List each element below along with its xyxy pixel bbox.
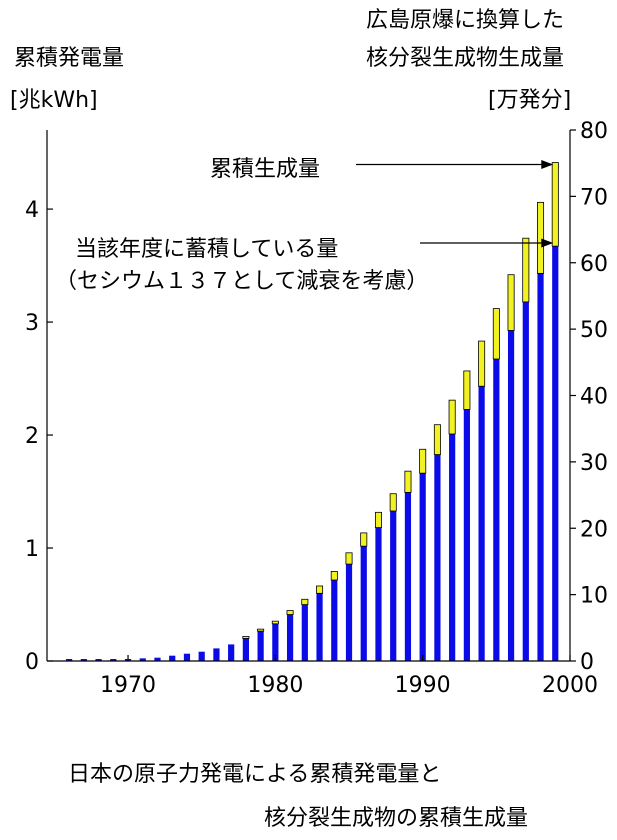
right-tick-label-20: 20 bbox=[580, 517, 608, 542]
bar-decayed-1987 bbox=[374, 511, 382, 528]
bar-stored-1991 bbox=[434, 454, 441, 661]
bar-decayed-1979 bbox=[257, 628, 265, 632]
bar-decayed-1980 bbox=[271, 620, 279, 625]
bar-decayed-1978 bbox=[242, 636, 250, 639]
bar-stored-1992 bbox=[449, 433, 456, 661]
bar-stored-1994 bbox=[478, 386, 485, 661]
right-tick-label-70: 70 bbox=[580, 185, 608, 210]
x-tick-label-1980: 1980 bbox=[247, 673, 303, 698]
caption-line1: 日本の原子力発電による累積発電量と bbox=[68, 762, 442, 787]
annotation-cumulative: 累積生成量 bbox=[210, 157, 320, 182]
left-tick-label-0: 0 bbox=[25, 650, 39, 675]
bar-stored-1979 bbox=[257, 631, 264, 661]
bar-stored-1975 bbox=[198, 651, 205, 661]
bar-decayed-1981 bbox=[286, 610, 294, 615]
right-tick-label-40: 40 bbox=[580, 385, 608, 410]
bar-stored-1990 bbox=[419, 473, 426, 661]
left-axis-title: 累積発電量 bbox=[14, 46, 125, 71]
bar-stored-1976 bbox=[213, 648, 220, 661]
bar-stored-1983 bbox=[316, 593, 323, 661]
bar-stored-1984 bbox=[331, 580, 338, 661]
bar-decayed-1992 bbox=[448, 399, 456, 435]
x-tick-label-2000: 2000 bbox=[542, 673, 598, 698]
right-axis-title-line1: 広島原爆に換算した bbox=[366, 8, 565, 33]
bar-stored-1972 bbox=[154, 657, 161, 661]
bar-decayed-1989 bbox=[404, 470, 412, 493]
bar-stored-1977 bbox=[228, 644, 235, 661]
bar-decayed-1994 bbox=[478, 340, 486, 387]
bar-stored-1997 bbox=[522, 301, 529, 661]
bar-decayed-1988 bbox=[389, 493, 397, 512]
bar-stored-1982 bbox=[301, 604, 308, 661]
annotation-stored: 当該年度に蓄積している量 bbox=[75, 237, 338, 262]
bar-stored-1999 bbox=[552, 246, 559, 661]
bar-stored-1971 bbox=[139, 658, 146, 661]
right-tick-label-80: 80 bbox=[580, 119, 608, 144]
x-tick-label-1970: 1970 bbox=[100, 673, 156, 698]
right-tick-label-60: 60 bbox=[580, 252, 608, 277]
bar-stored-1973 bbox=[169, 655, 176, 661]
bar-decayed-1982 bbox=[301, 598, 309, 605]
bar-stored-1969 bbox=[110, 659, 117, 661]
caption-line2: 核分裂生成物の累積生成量 bbox=[264, 806, 529, 831]
bar-stored-1993 bbox=[463, 409, 470, 661]
bar-stored-1981 bbox=[286, 614, 294, 661]
arrow-cumulative-head bbox=[541, 160, 554, 170]
bar-stored-1987 bbox=[375, 527, 382, 661]
right-axis-title-line2: 核分裂生成物生成量 bbox=[366, 46, 565, 71]
left-tick-label-1: 1 bbox=[25, 537, 39, 562]
right-tick-label-0: 0 bbox=[580, 650, 594, 675]
right-tick-label-30: 30 bbox=[580, 451, 608, 476]
bar-decayed-1998 bbox=[537, 201, 545, 274]
bar-decayed-1984 bbox=[330, 570, 338, 581]
bar-stored-1985 bbox=[345, 564, 353, 661]
left-tick-label-4: 4 bbox=[25, 198, 39, 223]
bar-decayed-1999 bbox=[551, 162, 559, 247]
bar-decayed-1995 bbox=[492, 308, 500, 360]
bar-decayed-1990 bbox=[419, 448, 427, 474]
bar-stored-1974 bbox=[183, 653, 191, 661]
bar-stored-1988 bbox=[390, 510, 397, 661]
bar-decayed-1983 bbox=[316, 585, 324, 594]
right-tick-label-10: 10 bbox=[580, 584, 608, 609]
annotation-stored-note: （セシウム１３７として減衰を考慮） bbox=[55, 269, 428, 294]
bar-stored-1996 bbox=[507, 330, 515, 661]
bar-stored-1968 bbox=[95, 659, 102, 661]
bar-stored-1978 bbox=[242, 638, 249, 661]
bar-decayed-1991 bbox=[433, 424, 441, 455]
right-tick-label-50: 50 bbox=[580, 318, 608, 343]
bar-stored-1967 bbox=[80, 659, 87, 661]
bar-stored-1989 bbox=[404, 492, 412, 661]
bar-stored-1995 bbox=[493, 358, 500, 661]
bar-decayed-1986 bbox=[360, 532, 368, 547]
right-axis-unit: [万発分] bbox=[488, 88, 572, 113]
left-tick-label-2: 2 bbox=[25, 424, 39, 449]
bar-decayed-1997 bbox=[522, 237, 530, 303]
bar-stored-1998 bbox=[537, 273, 544, 661]
arrow-stored-head bbox=[541, 238, 554, 248]
x-tick-label-1990: 1990 bbox=[395, 673, 451, 698]
left-tick-label-3: 3 bbox=[25, 311, 39, 336]
bar-decayed-1993 bbox=[463, 370, 471, 410]
bar-decayed-1996 bbox=[507, 274, 515, 331]
bar-decayed-1985 bbox=[345, 552, 353, 565]
left-axis-unit: [兆kWh] bbox=[10, 88, 98, 113]
bar-stored-1980 bbox=[272, 623, 279, 661]
bar-stored-1986 bbox=[360, 546, 367, 661]
bar-stored-1966 bbox=[65, 659, 73, 661]
